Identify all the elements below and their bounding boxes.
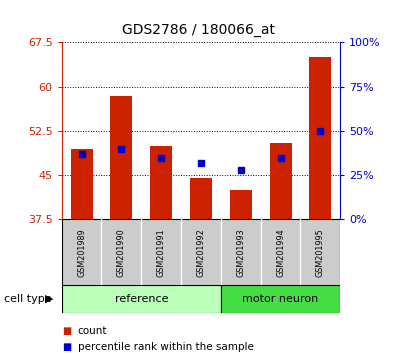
Bar (221, 285, 340, 313)
Text: ■: ■ (62, 342, 71, 352)
Bar (230, 190, 252, 219)
Text: GSM201991: GSM201991 (157, 228, 166, 276)
Bar (270, 143, 291, 219)
Text: GSM201993: GSM201993 (236, 228, 245, 276)
Bar (62, 285, 221, 313)
Bar (150, 146, 172, 219)
Text: GSM201990: GSM201990 (117, 228, 126, 276)
Text: GSM201989: GSM201989 (77, 228, 86, 276)
Text: percentile rank within the sample: percentile rank within the sample (78, 342, 254, 352)
Text: count: count (78, 326, 107, 336)
Text: GSM201994: GSM201994 (276, 228, 285, 276)
Text: cell type: cell type (4, 294, 52, 304)
Text: ▶: ▶ (45, 294, 54, 304)
Text: ■: ■ (62, 326, 71, 336)
Text: GSM201992: GSM201992 (197, 228, 205, 276)
Text: GDS2786 / 180066_at: GDS2786 / 180066_at (123, 23, 275, 37)
Bar (111, 96, 132, 219)
Bar (190, 178, 212, 219)
Text: motor neuron: motor neuron (242, 294, 319, 304)
Bar (71, 149, 92, 219)
Text: reference: reference (115, 294, 168, 304)
Text: GSM201995: GSM201995 (316, 228, 325, 276)
Bar (310, 57, 332, 219)
